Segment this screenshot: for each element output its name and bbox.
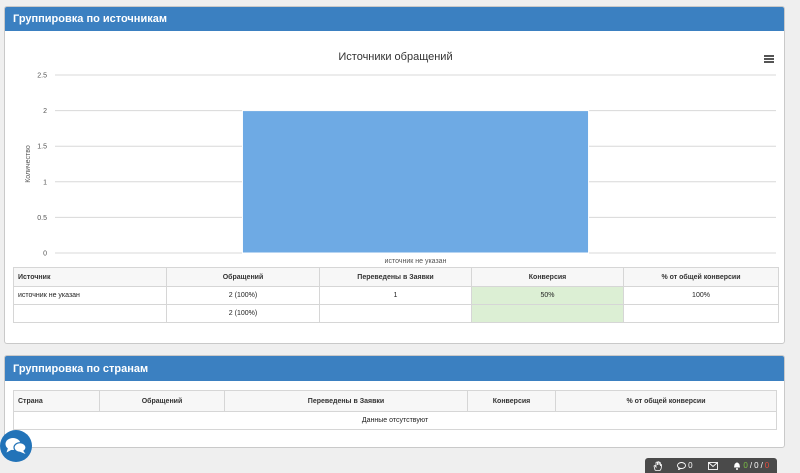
notif-sep-2: /: [760, 461, 763, 470]
col-header-conversion[interactable]: Конверсия: [471, 267, 624, 287]
bell-icon: [734, 462, 741, 470]
sources-panel-title: Группировка по источникам: [5, 7, 784, 31]
chat-count: 0: [688, 461, 693, 470]
chart-title: Источники обращений: [338, 51, 453, 63]
col-header-requests[interactable]: Обращений: [99, 390, 225, 412]
comment-icon: [677, 461, 687, 470]
sources-chart: 0 0.5 1 1.5 2 2.5 Количество источник не указан…: [13, 37, 778, 269]
cell-total-conversion: [471, 304, 624, 323]
hamburger-menu-icon[interactable]: [764, 55, 774, 63]
y-tick-label: 1: [43, 179, 47, 186]
bar: [241, 110, 590, 254]
notif-count-white: 0: [754, 461, 759, 470]
notif-sep-1: /: [749, 461, 753, 470]
cell-total-requests: 2 (100%): [166, 304, 320, 323]
cell-requests: 2 (100%): [166, 286, 320, 305]
y-tick-label: 0.5: [37, 215, 47, 222]
cell-conversion: 50%: [471, 286, 624, 305]
sources-table: Источник Обращений Переведены в Заявки К…: [13, 267, 779, 323]
y-axis-label: Количество: [25, 145, 32, 183]
cell-total-source: [13, 304, 167, 323]
cell-converted: 1: [319, 286, 472, 305]
chart-svg: 0 0.5 1 1.5 2 2.5 Количество источник не указан: [25, 73, 776, 265]
countries-table: Страна Обращений Переведены в Заявки Кон…: [13, 390, 777, 430]
col-header-conversion[interactable]: Конверсия: [467, 390, 556, 412]
cell-source: источник не указан: [13, 286, 167, 305]
col-header-country[interactable]: Страна: [13, 390, 100, 412]
cell-total-converted: [319, 304, 472, 323]
empty-message: Данные отсутствуют: [13, 411, 777, 430]
col-header-share[interactable]: % от общей конверсии: [623, 267, 779, 287]
x-tick-label: источник не указан: [385, 258, 447, 265]
col-header-share[interactable]: % от общей конверсии: [555, 390, 777, 412]
notifications-counter[interactable]: 0 / 0 / 0: [733, 461, 769, 470]
sources-panel: Группировка по источникам 0 0.5 1 1.5 2 2.5 Ко…: [4, 6, 785, 344]
notif-count-red: 0: [764, 461, 770, 470]
chat-widget-button[interactable]: [0, 430, 32, 462]
table-total-row: 2 (100%): [13, 304, 779, 323]
col-header-converted[interactable]: Переведены в Заявки: [224, 390, 468, 412]
y-tick-label: 0: [43, 251, 47, 258]
table-row: источник не указан 2 (100%) 1 50% 100%: [13, 286, 779, 305]
table-header-row: Источник Обращений Переведены в Заявки К…: [13, 267, 779, 287]
countries-panel-title: Группировка по странам: [5, 356, 784, 381]
col-header-converted[interactable]: Переведены в Заявки: [319, 267, 472, 287]
status-bar: 0 0 / 0 / 0: [645, 458, 777, 473]
notif-count-green: 0: [743, 461, 748, 470]
y-tick-label: 2: [43, 108, 47, 115]
empty-row: Данные отсутствуют: [13, 411, 777, 430]
cell-total-share: [623, 304, 779, 323]
cell-share: 100%: [623, 286, 779, 305]
table-header-row: Страна Обращений Переведены в Заявки Кон…: [13, 390, 777, 412]
chat-bubbles-icon: [5, 438, 27, 454]
mail-icon[interactable]: [708, 461, 718, 470]
y-tick-label: 1.5: [37, 144, 47, 151]
countries-panel: Группировка по странам Страна Обращений …: [4, 355, 785, 448]
hand-icon[interactable]: [653, 460, 662, 471]
col-header-source[interactable]: Источник: [13, 267, 167, 287]
col-header-requests[interactable]: Обращений: [166, 267, 320, 287]
chat-counter[interactable]: 0: [677, 461, 693, 470]
y-tick-label: 2.5: [37, 73, 47, 80]
